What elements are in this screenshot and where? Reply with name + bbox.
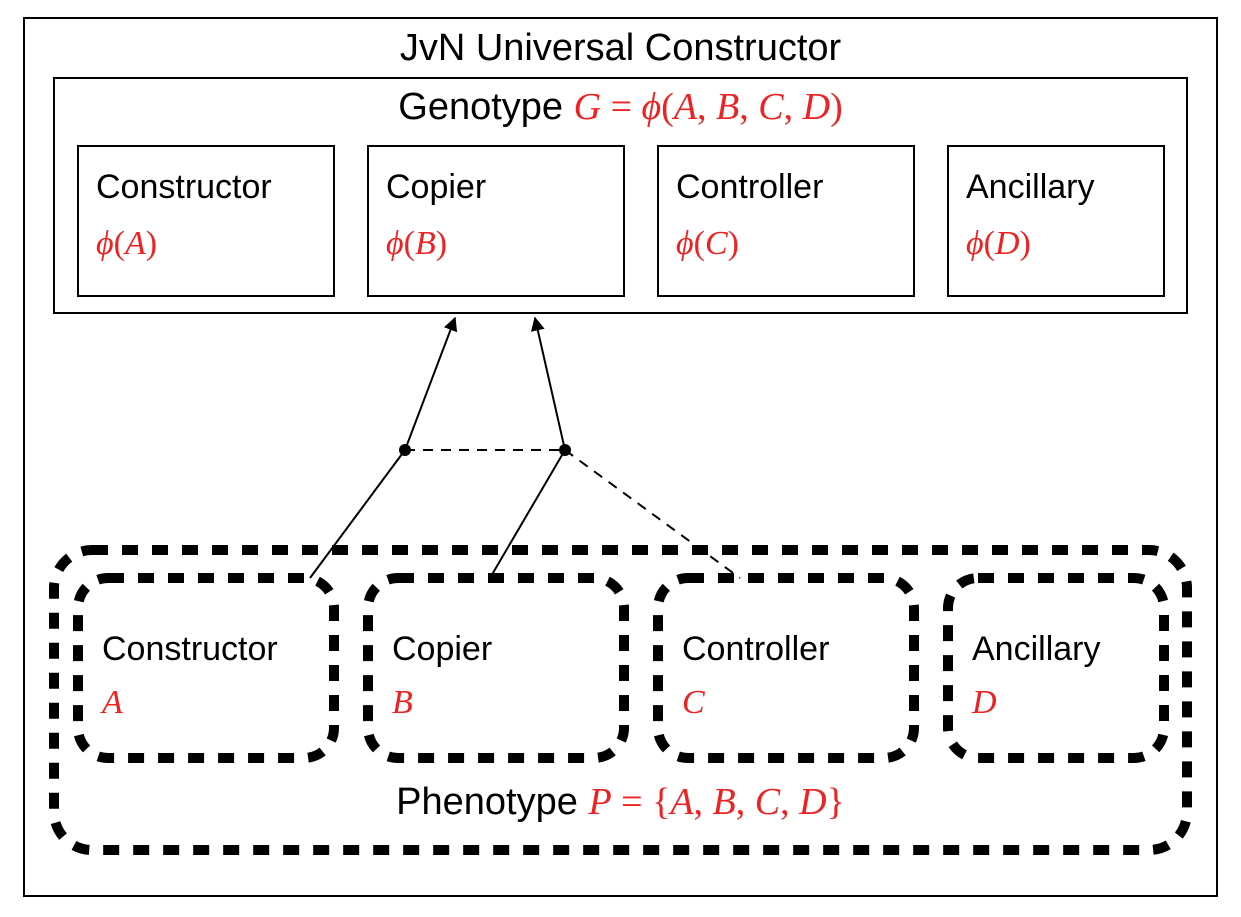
connector-line (405, 318, 455, 450)
connector-line (565, 450, 740, 578)
genotype-item-label: Constructor (96, 168, 272, 206)
connector-node (399, 444, 411, 456)
phenotype-item-symbol: C (682, 684, 705, 721)
phenotype-item-label: Ancillary (972, 630, 1100, 668)
genotype-item-formula: ϕ(B) (386, 225, 447, 262)
phenotype-title: Phenotype P = {A, B, C, D} (396, 781, 845, 823)
genotype-item-label: Controller (676, 168, 823, 206)
connector-line (490, 450, 565, 578)
phenotype-item-label: Controller (682, 630, 829, 668)
connector-line (310, 450, 405, 578)
genotype-item-label: Copier (386, 168, 486, 206)
outer-title: JvN Universal Constructor (400, 27, 842, 69)
phenotype-item-box (368, 578, 624, 758)
connector-node (559, 444, 571, 456)
outer-box (24, 18, 1217, 896)
phenotype-item-symbol: A (100, 684, 123, 721)
phenotype-item-label: Constructor (102, 630, 278, 668)
phenotype-item-box (658, 578, 914, 758)
phenotype-item-box (948, 578, 1164, 758)
genotype-item-label: Ancillary (966, 168, 1094, 206)
genotype-item-formula: ϕ(D) (966, 225, 1031, 262)
phenotype-item-box (78, 578, 334, 758)
phenotype-item-symbol: B (392, 684, 413, 721)
genotype-title: Genotype G = ϕ(A, B, C, D) (398, 86, 842, 128)
connector-line (535, 318, 565, 450)
genotype-item-formula: ϕ(A) (96, 225, 157, 262)
genotype-item-formula: ϕ(C) (676, 225, 739, 262)
phenotype-item-symbol: D (971, 684, 997, 721)
phenotype-item-label: Copier (392, 630, 492, 668)
